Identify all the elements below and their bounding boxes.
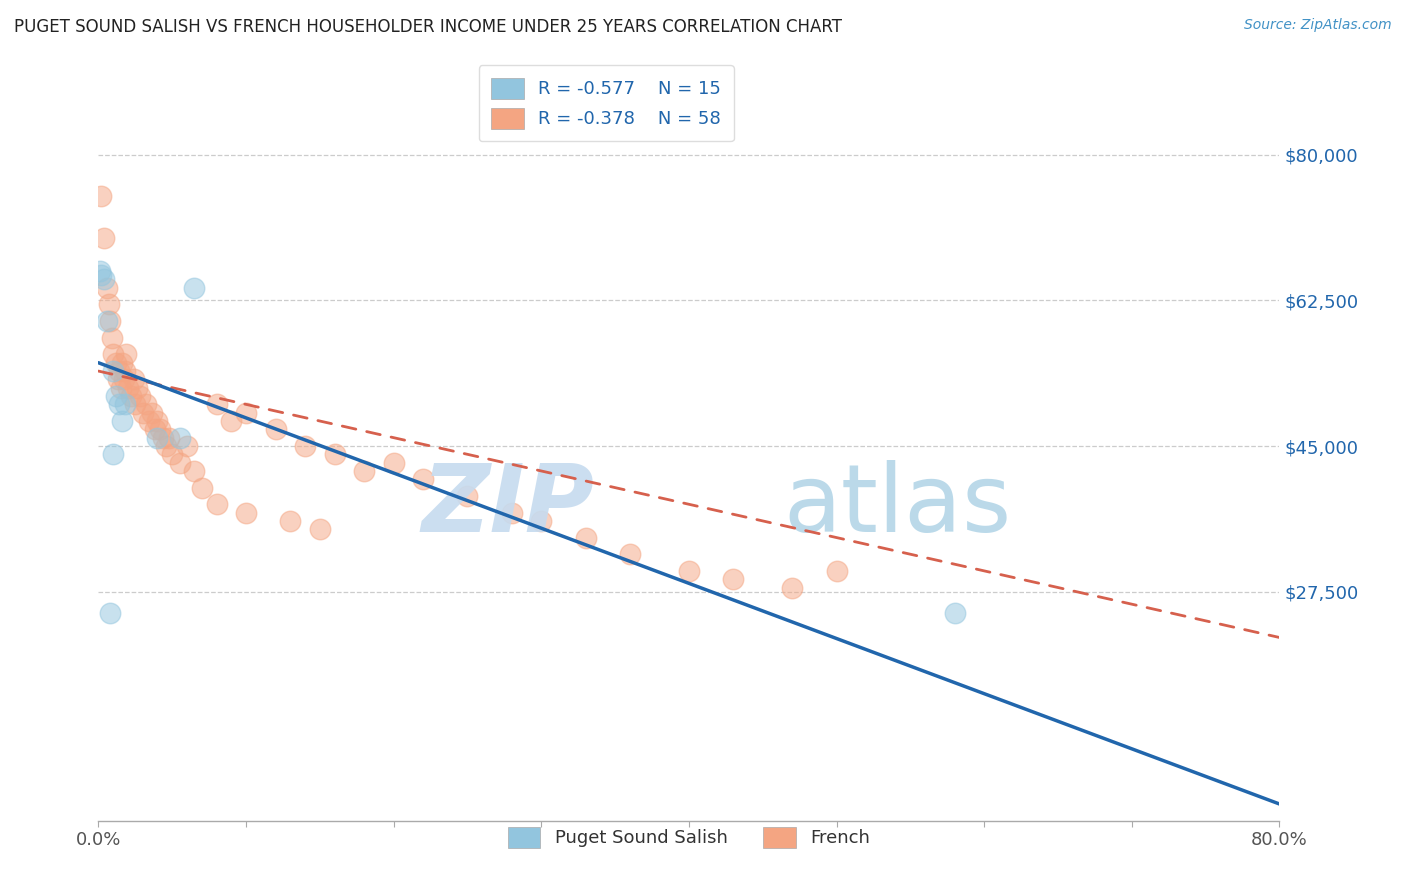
Point (235, 406, 257, 420)
Point (575, 531, 598, 545)
Point (111, 414, 134, 428)
Point (114, 364, 136, 378)
Text: ZIP: ZIP (422, 460, 595, 552)
Point (205, 397, 228, 411)
Point (100, 331, 122, 345)
Point (111, 356, 134, 370)
Point (412, 472, 434, 486)
Point (176, 439, 198, 453)
Point (309, 522, 332, 536)
Point (96, 281, 118, 295)
Point (191, 481, 214, 495)
Point (90, 268, 112, 283)
Point (157, 431, 180, 445)
Point (530, 514, 553, 528)
Point (117, 381, 139, 395)
Point (93, 231, 115, 245)
Point (132, 406, 155, 420)
Point (162, 447, 183, 461)
Legend: Puget Sound Salish, French: Puget Sound Salish, French (499, 818, 879, 856)
Point (457, 489, 479, 503)
Point (96, 314, 118, 328)
Point (143, 422, 166, 436)
Point (107, 372, 129, 386)
Point (221, 414, 243, 428)
Point (93, 272, 115, 286)
Point (98, 314, 121, 328)
Point (90, 189, 112, 203)
Point (723, 572, 745, 586)
Point (280, 514, 302, 528)
Point (169, 431, 191, 445)
Point (112, 372, 135, 386)
Point (128, 389, 150, 403)
Point (105, 356, 128, 370)
Point (501, 506, 523, 520)
Point (382, 456, 405, 470)
Point (619, 547, 641, 561)
Point (678, 564, 700, 578)
Point (98, 606, 121, 620)
Point (89, 264, 111, 278)
Point (825, 564, 848, 578)
Point (152, 431, 174, 445)
Text: atlas: atlas (783, 460, 1012, 552)
Point (149, 422, 172, 436)
Point (122, 372, 145, 386)
Point (323, 447, 346, 461)
Point (155, 439, 177, 453)
Point (138, 414, 160, 428)
Point (943, 606, 966, 620)
Point (205, 497, 228, 511)
Point (97, 297, 120, 311)
Point (120, 389, 142, 403)
Text: Source: ZipAtlas.com: Source: ZipAtlas.com (1244, 18, 1392, 32)
Point (235, 506, 257, 520)
Point (146, 431, 169, 445)
Point (115, 347, 138, 361)
Point (169, 456, 191, 470)
Point (110, 381, 132, 395)
Point (294, 439, 316, 453)
Point (146, 414, 169, 428)
Point (108, 364, 131, 378)
Point (141, 406, 163, 420)
Point (183, 464, 205, 478)
Point (124, 397, 146, 411)
Point (782, 581, 804, 595)
Point (103, 447, 125, 461)
Point (125, 381, 148, 395)
Point (264, 422, 287, 436)
Point (103, 364, 125, 378)
Point (105, 389, 128, 403)
Text: PUGET SOUND SALISH VS FRENCH HOUSEHOLDER INCOME UNDER 25 YEARS CORRELATION CHART: PUGET SOUND SALISH VS FRENCH HOUSEHOLDER… (14, 18, 842, 36)
Point (353, 464, 375, 478)
Point (108, 397, 131, 411)
Point (103, 347, 125, 361)
Point (114, 397, 136, 411)
Point (183, 281, 205, 295)
Point (135, 397, 157, 411)
